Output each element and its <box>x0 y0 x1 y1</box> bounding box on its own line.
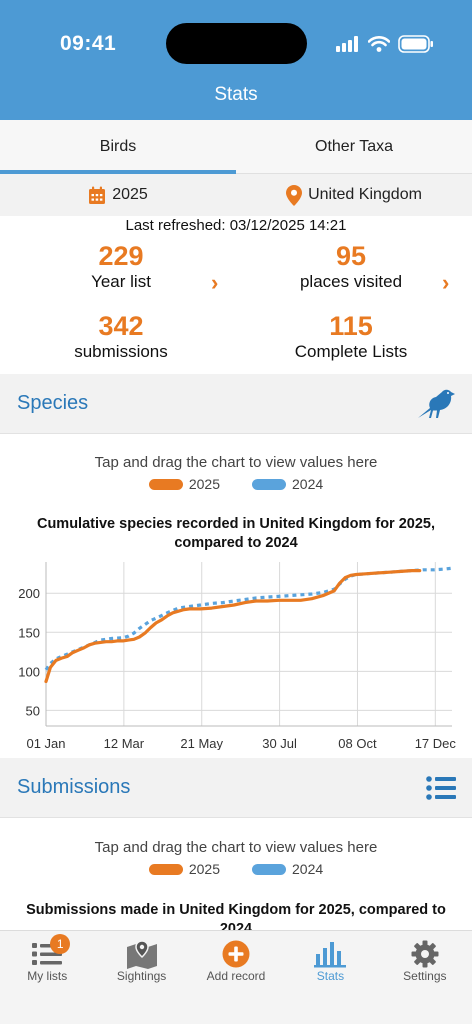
year-list-label: Year list <box>91 272 151 291</box>
species-chart-title: Cumulative species recorded in United Ki… <box>36 516 436 551</box>
header: 09:41 Stats <box>0 0 472 120</box>
x-tick-label: 21 May <box>180 736 223 750</box>
tab-label: Add record <box>206 969 266 983</box>
tab-birds[interactable]: Birds <box>0 120 236 174</box>
taxa-tabs: Birds Other Taxa <box>0 120 472 174</box>
year-list-stat[interactable]: 229 Year list <box>3 241 239 293</box>
submissions-stat: 342 submissions <box>3 311 239 363</box>
location-filter[interactable]: United Kingdom <box>236 174 472 216</box>
series-line-2025 <box>44 569 422 684</box>
legend-swatch <box>252 478 286 490</box>
legend-label: 2025 <box>188 861 220 877</box>
list-icon[interactable] <box>426 775 456 801</box>
submissions-title: Submissions <box>17 776 131 798</box>
legend-item-2024[interactable]: 2024 <box>252 476 323 492</box>
page-title: Stats <box>214 84 258 105</box>
tab-label: Birds <box>99 137 137 155</box>
submissions-legend: 2025 2024 <box>0 861 472 877</box>
y-tick-label: 100 <box>18 664 40 679</box>
places-visited-stat[interactable]: 95 places visited <box>233 241 469 293</box>
complete-lists-label: Complete Lists <box>294 342 408 361</box>
gear-icon <box>411 940 439 968</box>
submissions-label: submissions <box>74 342 168 361</box>
legend-swatch <box>252 863 286 875</box>
bird-icon[interactable] <box>416 388 456 420</box>
year-list-chevron-icon[interactable]: › <box>211 270 219 295</box>
tab-label: Other Taxa <box>315 137 393 155</box>
submissions-value: 342 <box>98 311 144 341</box>
x-tick-label: 08 Oct <box>338 736 377 750</box>
tab-label: Settings <box>403 969 447 983</box>
tab-my-lists[interactable]: 1 My lists <box>0 931 94 1024</box>
complete-lists-stat: 115 Complete Lists <box>233 311 469 363</box>
tab-label: Sightings <box>116 969 167 983</box>
tab-settings[interactable]: Settings <box>378 931 472 1024</box>
x-tick-label: 01 Jan <box>26 736 65 750</box>
status-time: 09:41 <box>60 32 117 55</box>
submissions-chart-hint: Tap and drag the chart to view values he… <box>94 839 378 856</box>
submissions-section-header: Submissions <box>0 758 472 818</box>
species-section-header: Species <box>0 374 472 434</box>
species-chart-hint: Tap and drag the chart to view values he… <box>94 454 378 471</box>
tab-add-record[interactable]: Add record <box>189 931 283 1024</box>
x-tick-label: 17 Dec <box>415 736 457 750</box>
species-legend: 2025 2024 <box>0 476 472 492</box>
places-chevron-icon[interactable]: › <box>442 270 450 295</box>
legend-label: 2025 <box>188 476 220 492</box>
last-refreshed: Last refreshed: 03/12/2025 14:21 <box>125 217 347 234</box>
year-list-value: 229 <box>98 241 144 271</box>
location-pin-icon <box>286 184 303 206</box>
legend-swatch <box>148 863 183 875</box>
x-tick-label: 12 Mar <box>104 736 145 750</box>
legend-swatch <box>148 478 183 490</box>
status-icons <box>336 34 434 54</box>
species-chart[interactable]: 50 100 150 200 01 Jan 12 Mar 21 May 30 Jul 08 Oc… <box>0 560 472 750</box>
places-visited-value: 95 <box>335 241 367 271</box>
year-filter[interactable]: 2025 <box>0 174 236 216</box>
legend-label: 2024 <box>292 476 324 492</box>
tab-other-taxa[interactable]: Other Taxa <box>236 120 472 173</box>
y-tick-label: 200 <box>18 586 40 601</box>
legend-item-2024[interactable]: 2024 <box>252 861 323 877</box>
y-tick-label: 150 <box>18 625 40 640</box>
notification-badge: 1 <box>50 934 71 954</box>
bar-chart-icon <box>314 942 347 968</box>
dynamic-island <box>166 23 307 64</box>
tab-sightings[interactable]: Sightings <box>94 931 188 1024</box>
list-icon <box>32 943 63 965</box>
wifi-icon <box>368 36 390 52</box>
y-tick-label: 50 <box>26 703 40 718</box>
map-pin-icon <box>126 940 157 969</box>
bottom-tab-bar: 1 My lists Sightings Add record <box>0 930 472 1024</box>
complete-lists-value: 115 <box>329 311 373 341</box>
calendar-icon <box>89 186 106 204</box>
legend-item-2025[interactable]: 2025 <box>148 476 220 492</box>
tab-label: My lists <box>27 969 68 983</box>
year-value: 2025 <box>112 186 148 203</box>
tab-stats[interactable]: Stats <box>283 931 377 1024</box>
location-value: United Kingdom <box>308 186 422 203</box>
legend-label: 2024 <box>292 861 324 877</box>
battery-icon <box>398 35 433 53</box>
x-tick-label: 30 Jul <box>262 736 297 750</box>
legend-item-2025[interactable]: 2025 <box>148 861 220 877</box>
series-line-2024 <box>44 566 453 671</box>
signal-icon <box>336 36 358 52</box>
filter-bar: 2025 United Kingdom <box>0 174 472 216</box>
species-title: Species <box>17 392 89 414</box>
tab-label: Stats <box>316 969 345 983</box>
places-visited-label: places visited <box>299 272 403 291</box>
add-circle-icon <box>222 940 250 968</box>
